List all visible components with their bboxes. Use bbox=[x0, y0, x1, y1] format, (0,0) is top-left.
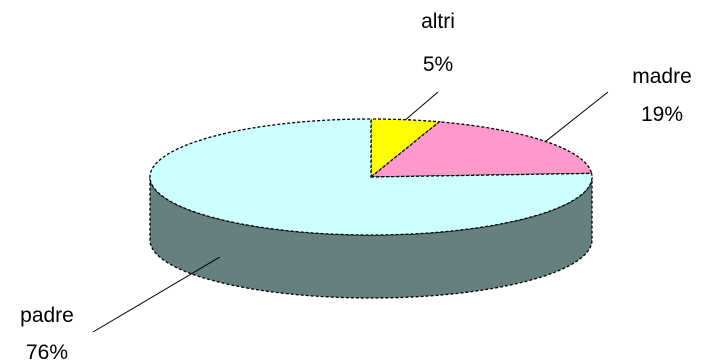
slice-label-altri-value: 5% bbox=[423, 53, 453, 76]
pie-slice-padre bbox=[149, 118, 593, 236]
slice-label-padre-name: padre bbox=[20, 304, 74, 327]
slice-label-madre-value: 19% bbox=[641, 103, 683, 126]
leader-line-altri bbox=[405, 91, 439, 121]
slice-label-padre-value: 76% bbox=[26, 341, 68, 363]
pie-graphic bbox=[92, 91, 609, 333]
pie-labels: altri 5% madre 19% padre 76% bbox=[20, 10, 692, 363]
leader-line-padre bbox=[92, 256, 220, 333]
pie-slice-madre bbox=[369, 121, 593, 178]
slice-label-altri-name: altri bbox=[421, 10, 455, 33]
slice-label-madre-name: madre bbox=[632, 65, 692, 88]
leader-line-madre bbox=[545, 91, 609, 142]
